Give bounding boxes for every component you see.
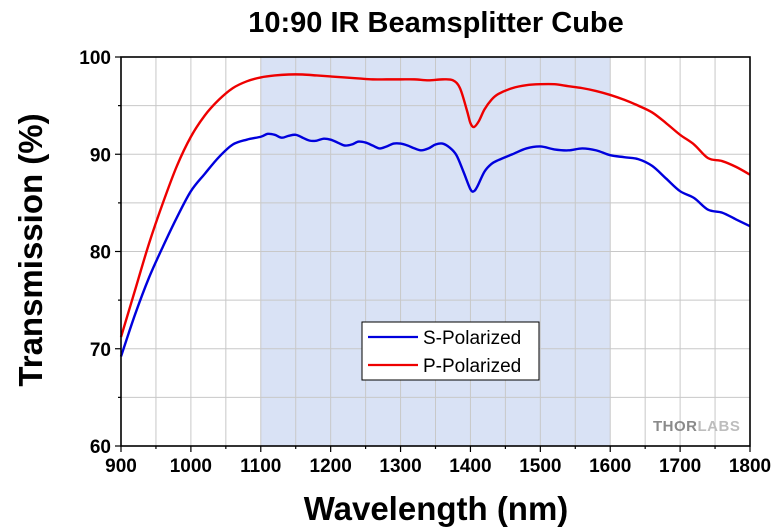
x-tick-label: 1800 — [729, 456, 771, 477]
plot-frame — [120, 56, 751, 447]
y-tick-label: 80 — [90, 243, 111, 264]
series-line-p-polarized — [119, 73, 751, 338]
watermark-labs: LABS — [698, 418, 741, 435]
x-tick-label: 1000 — [170, 456, 212, 477]
y-axis-label: Transmission (%) — [12, 113, 49, 386]
y-tick-label: 60 — [90, 437, 111, 458]
legend-box — [361, 321, 540, 381]
legend-label-p-polarized: P-Polarized — [423, 356, 521, 377]
svg-text:THORLABS: THORLABS — [653, 418, 740, 435]
x-tick-label: 1300 — [379, 456, 421, 477]
legend: S-Polarized P-Polarized — [361, 321, 540, 381]
x-tick-labels: 900 1000 1100 1200 1300 1400 1500 1600 1700 1800 — [105, 456, 771, 477]
x-tick-label: 900 — [105, 456, 137, 477]
x-axis-label: Wavelength (nm) — [304, 490, 569, 527]
y-tick-label: 70 — [90, 340, 111, 361]
watermark-thor: THOR — [653, 418, 698, 435]
x-tick-label: 1600 — [589, 456, 631, 477]
series-lines — [119, 73, 751, 357]
y-tick-label: 100 — [79, 48, 111, 69]
x-tick-label: 1200 — [310, 456, 352, 477]
chart-title: 10:90 IR Beamsplitter Cube — [248, 7, 624, 39]
grid — [121, 57, 750, 446]
series-line-s-polarized — [119, 132, 751, 357]
y-tick-labels: 60 70 80 90 100 — [79, 48, 111, 458]
legend-label-s-polarized: S-Polarized — [423, 328, 521, 349]
x-tick-label: 1100 — [240, 456, 281, 477]
thorlabs-watermark: THORLABS — [653, 418, 740, 435]
x-tick-label: 1500 — [519, 456, 561, 477]
y-tick-label: 90 — [90, 145, 111, 166]
x-tick-label: 1400 — [449, 456, 491, 477]
x-tick-label: 1700 — [659, 456, 701, 477]
